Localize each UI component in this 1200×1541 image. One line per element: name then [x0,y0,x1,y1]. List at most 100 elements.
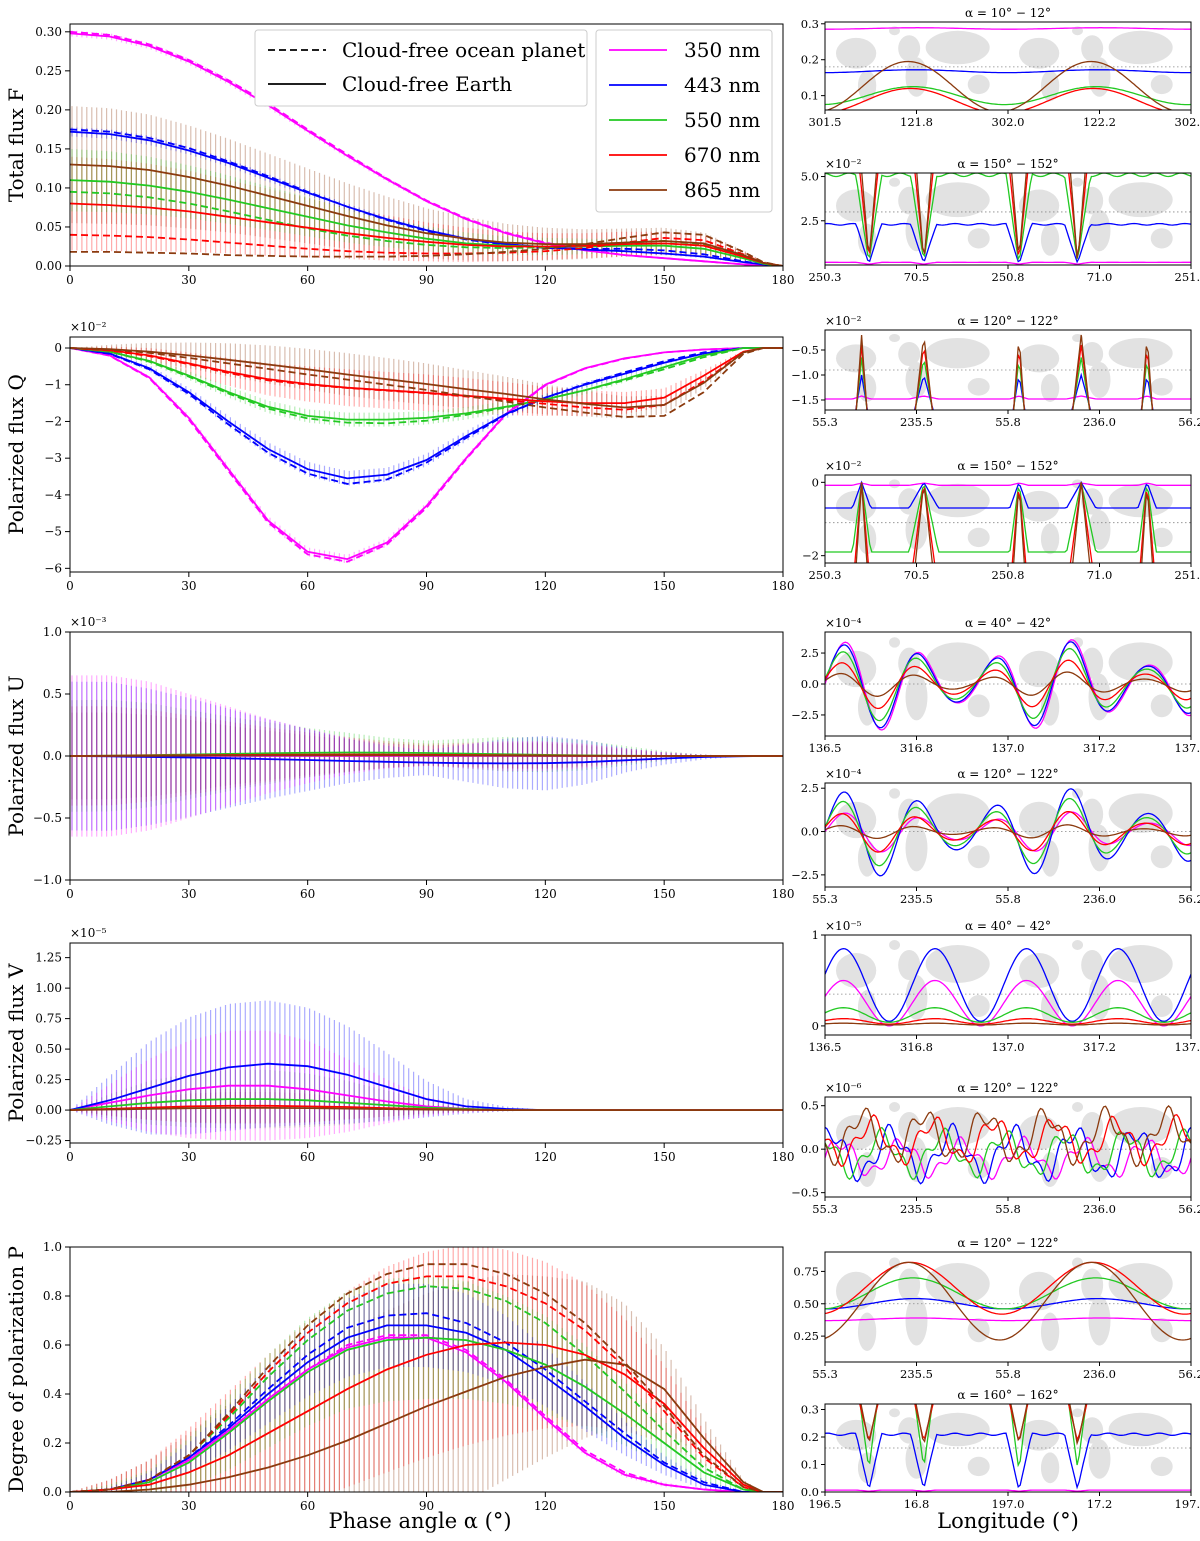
side-x-tick-label: 71.0 [1087,270,1113,284]
land-mass [1040,840,1060,877]
variability-bars-550nm [71,1069,543,1129]
earth-line-443nm [70,347,783,480]
land-mass [898,342,921,366]
y-tick-label: 0.2 [43,1436,62,1450]
land-mass [889,788,901,799]
y-tick-label: −0.25 [25,1134,62,1148]
side-panel-7: α = 40° − 42° ×10⁻⁵ 136.5 316.8 137.0 317.2 13… [809,919,1200,1054]
land-mass [967,228,990,249]
land-mass [1150,995,1173,1017]
side-line-865nm [825,60,1174,110]
legend: Cloud-free ocean planet Cloud-free Earth 3… [254,29,773,213]
land-mass [1108,945,1173,983]
x-tick-label: 150 [653,887,676,901]
side-x-tick-label: 137.5 [1175,741,1200,755]
land-mass [967,845,990,869]
x-tick-label: 90 [419,273,434,287]
x-tick-label: 120 [534,1499,557,1513]
land-mass [1081,35,1104,62]
side-y-tick-label: 0.1 [801,1458,819,1472]
x-tick-label: 90 [419,1499,434,1513]
land-mass [1018,37,1060,69]
variability-bars-443nm [71,1000,543,1135]
land-mass [889,479,901,489]
x-tick-label: 30 [181,887,196,901]
land-mass [967,995,990,1017]
y-tick-label: 0.10 [35,181,62,195]
side-x-tick-label: 55.3 [812,1202,838,1216]
side-x-tick-label: 235.5 [900,1367,933,1381]
land-mass [1088,362,1111,398]
land-mass [1150,527,1173,548]
legend-label-ocean: Cloud-free ocean planet [342,38,585,62]
side-y-tick-label: −1.5 [791,393,819,407]
land-mass [1081,1268,1104,1302]
side-x-tick-label: 235.5 [900,415,933,429]
legend-label-earth: Cloud-free Earth [342,72,512,96]
side-y-tick-label: 5.0 [801,170,819,184]
side-y-tick-label: 0.2 [801,53,819,67]
earth-line-865nm [70,1358,783,1492]
earth-line-443nm [70,1062,783,1111]
earth-line-865nm [70,347,783,409]
side-y-multiplier: ×10⁻⁴ [825,767,862,781]
main-panel-F: 0 30 60 90 120 150 180 0.00 0.05 0.10 0.15 0.20 0.25… [4,23,794,287]
land-mass [967,74,990,95]
land-mass [967,378,990,396]
side-x-tick-label: 317.2 [1083,741,1116,755]
land-mass [889,334,901,342]
side-x-tick-label: 121.8 [900,115,933,129]
side-panel-title: α = 40° − 42° [965,919,1051,933]
x-tick-label: 0 [66,1499,74,1513]
side-line-350nm [825,1135,1191,1181]
land-mass [1040,689,1060,726]
land-mass [1040,223,1060,256]
land-mass [1018,953,1060,988]
land-mass [1150,74,1173,95]
side-y-multiplier: ×10⁻² [825,314,862,328]
side-line-350nm [825,27,1191,30]
side-x-tick-label: 250.8 [992,270,1025,284]
y-multiplier: ×10⁻³ [70,615,107,629]
side-y-tick-label: 0.3 [801,17,819,31]
land-mass [925,1263,990,1305]
side-line-443nm [825,1122,1191,1185]
side-line-350nm [825,811,1191,853]
side-x-tick-label: 316.8 [900,741,933,755]
side-y-tick-label: 2.5 [801,214,819,228]
x-tick-label: 90 [419,1150,434,1164]
side-plot-area [825,1257,1191,1351]
side-y-tick-label: 0.1 [801,89,819,103]
side-panel-4: α = 150° − 152° ×10⁻² 250.3 70.5 250.8 71.0 25… [802,459,1200,582]
variability-bars-670nm [71,1247,761,1492]
land-mass [1108,338,1173,369]
land-mass [1081,342,1104,366]
side-x-tick-label: 236.0 [1083,1202,1116,1216]
side-x-tick-label: 56.2 [1178,1367,1200,1381]
plot-area [70,342,783,563]
land-mass [1081,950,1104,980]
legend-label-865nm: 865 nm [684,178,760,202]
side-panel-10: α = 160° − 162° 196.5 16.8 197.0 17.2 197.5 0.… [801,1388,1200,1511]
x-tick-label: 60 [300,579,315,593]
earth-line-670nm [70,347,783,404]
land-mass [889,1257,901,1269]
side-panel-title: α = 150° − 152° [957,157,1058,171]
land-mass [898,950,921,980]
side-y-multiplier: ×10⁻² [825,157,862,171]
earth-line-350nm [70,1336,783,1492]
y-multiplier: ×10⁻² [70,320,107,334]
side-x-tick-label: 235.5 [900,892,933,906]
side-x-tick-label: 55.8 [995,1202,1021,1216]
x-tick-label: 60 [300,273,315,287]
x-tick-label: 30 [181,1150,196,1164]
side-plot-area [825,1102,1191,1187]
earth-line-443nm [70,1324,783,1492]
side-y-tick-label: 1 [812,928,819,942]
ocean-line-865nm [70,347,783,418]
earth-line-443nm [70,755,783,765]
y-tick-label: 0.50 [35,1042,62,1056]
y-multiplier: ×10⁻⁵ [70,926,107,940]
y-tick-label: 0.0 [43,1485,62,1499]
ocean-line-443nm [70,128,783,266]
